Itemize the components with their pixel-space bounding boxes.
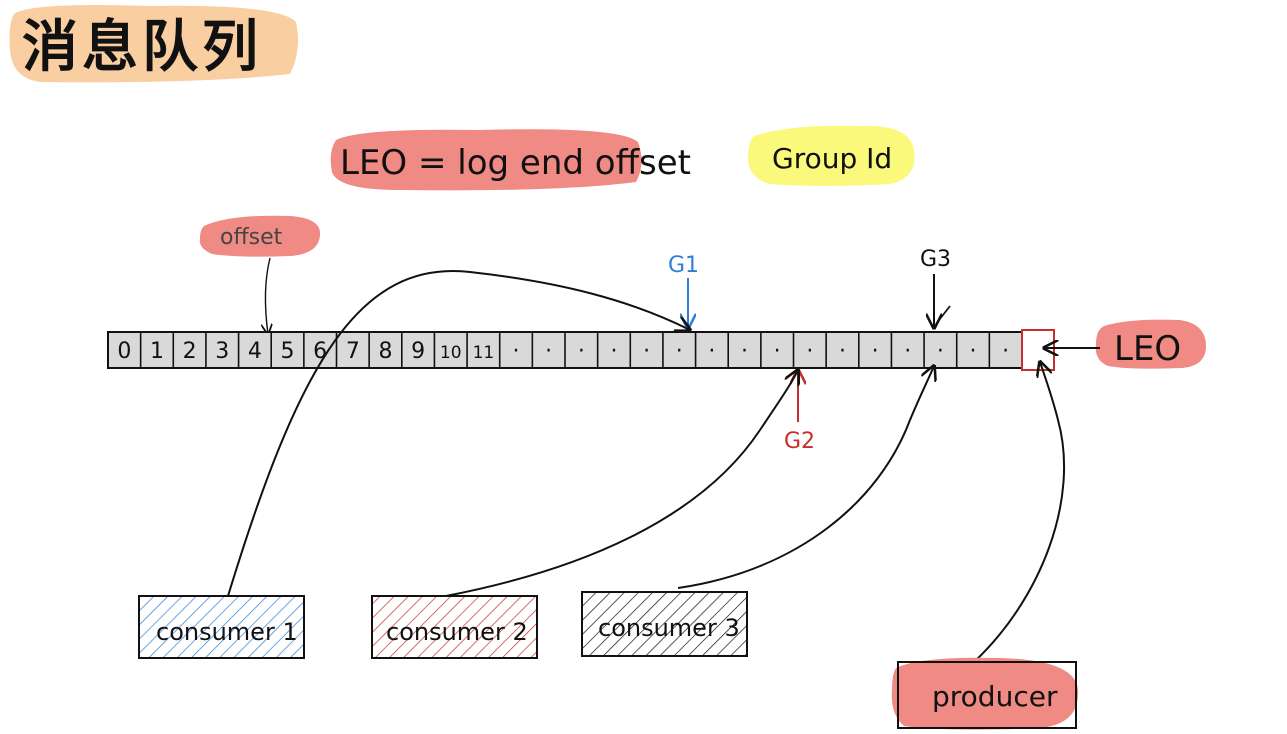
consumer2-label: consumer 2 — [386, 618, 528, 646]
log-cell-label: 5 — [281, 339, 295, 364]
leo-definition-note: LEO = log end offset — [330, 129, 691, 191]
g1-marker: G1 — [668, 253, 699, 328]
log-cell-label: 9 — [411, 339, 425, 364]
log-cell-label: 10 — [440, 343, 462, 363]
offset-note: offset — [199, 215, 321, 334]
g3-marker: G3 — [920, 247, 951, 328]
consumer2-to-g2-curve — [445, 370, 798, 597]
log-cell-label: · — [1002, 339, 1009, 364]
log-cell-label: · — [643, 339, 650, 364]
group-id-text: Group Id — [772, 142, 892, 175]
log-cell-label: · — [806, 339, 813, 364]
group-id-highlight — [748, 125, 915, 186]
log-cell-label: · — [708, 339, 715, 364]
log-cell-label: · — [937, 339, 944, 364]
log-cell-label: 0 — [117, 339, 131, 364]
log-cell-label: 1 — [150, 339, 164, 364]
group-id-note: Group Id — [748, 125, 915, 186]
producer-label: producer — [932, 680, 1058, 713]
log-cell-label: · — [676, 339, 683, 364]
log-cell-label: · — [774, 339, 781, 364]
log-cell-label: · — [545, 339, 552, 364]
log-cell-label: 6 — [313, 339, 327, 364]
g3-label: G3 — [920, 247, 951, 272]
log-cell-label: 4 — [248, 339, 262, 364]
leo-definition-highlight — [330, 129, 642, 191]
title-block: 消息队列 — [9, 5, 298, 83]
offset-note-text: offset — [220, 225, 283, 250]
leo-slot — [1021, 329, 1055, 371]
title-highlight — [9, 5, 298, 83]
log-cell-label: · — [578, 339, 585, 364]
log-cell-label: · — [970, 339, 977, 364]
g3-tick — [935, 305, 951, 325]
log-cell-label: 3 — [215, 339, 229, 364]
consumer2-box: consumer 2 — [371, 595, 538, 659]
consumer3-to-g3-curve — [677, 366, 934, 589]
log-segment: 0 1 2 3 4 5 6 7 8 9 10 11 · · · · · · · · · · · · · · · · — [107, 331, 1023, 369]
producer-highlight — [891, 657, 1079, 730]
g1-label: G1 — [668, 253, 699, 278]
producer-box: producer — [891, 657, 1079, 730]
log-cell-label: · — [513, 339, 520, 364]
consumer3-box: consumer 3 — [581, 591, 748, 657]
offset-highlight — [199, 215, 321, 257]
g2-label: G2 — [784, 429, 815, 454]
log-cell-label: · — [741, 339, 748, 364]
log-cell-label: · — [872, 339, 879, 364]
leo-marker: LEO — [1044, 319, 1206, 369]
log-cell-label: · — [904, 339, 911, 364]
log-cell-label: · — [610, 339, 617, 364]
producer-to-leo-curve — [973, 362, 1066, 663]
log-cell-label: · — [839, 339, 846, 364]
log-cell-label: 11 — [473, 343, 495, 363]
page-title: 消息队列 — [22, 15, 262, 80]
consumer1-box: consumer 1 — [138, 595, 305, 659]
log-cell-label: 8 — [378, 339, 392, 364]
g2-marker: G2 — [784, 370, 815, 454]
leo-definition-text: LEO = log end offset — [340, 143, 691, 183]
leo-label-highlight — [1095, 319, 1206, 369]
consumer1-to-g1-curve — [227, 270, 690, 597]
log-cell-label: 2 — [183, 339, 197, 364]
leo-label: LEO — [1114, 329, 1181, 369]
log-cell-label: 7 — [346, 339, 360, 364]
offset-pointer — [265, 257, 270, 334]
consumer3-label: consumer 3 — [598, 614, 740, 642]
consumer1-label: consumer 1 — [156, 618, 298, 646]
